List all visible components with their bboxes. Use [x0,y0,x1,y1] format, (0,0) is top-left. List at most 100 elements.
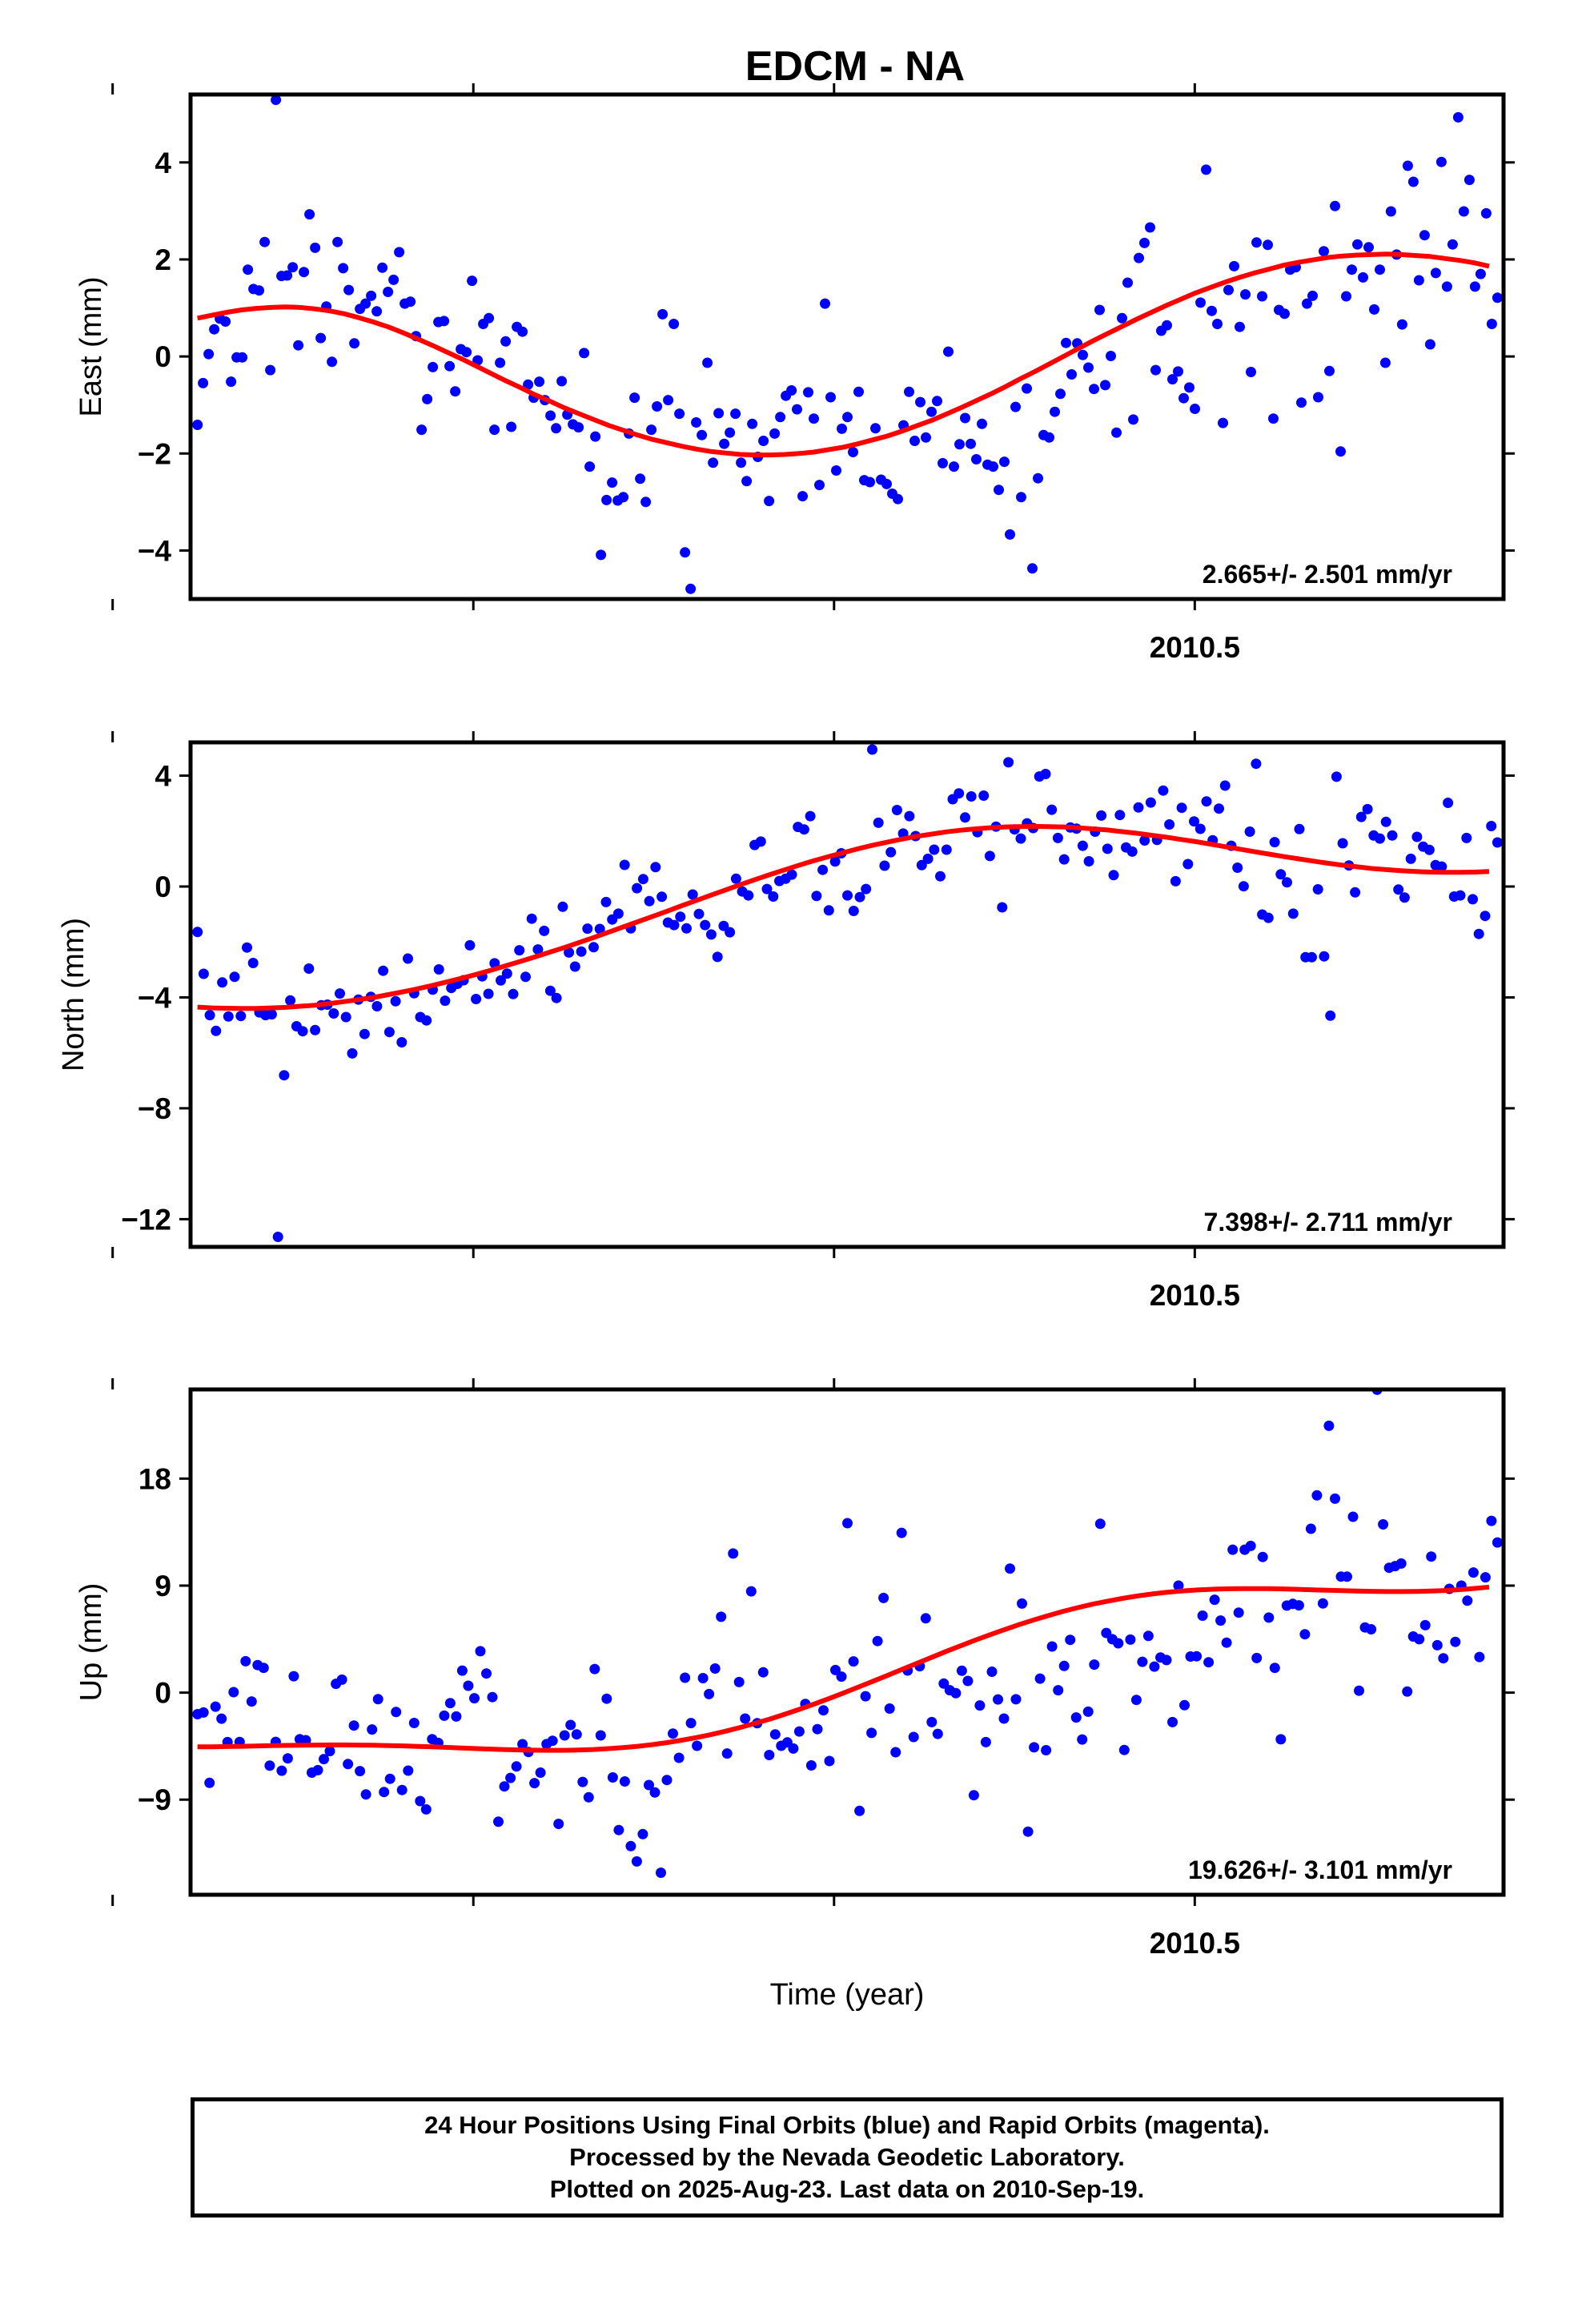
east-data-point [820,298,830,309]
east-data-point [1396,319,1407,330]
up-data-point [535,1767,546,1778]
east-data-point [1464,175,1475,186]
north-frame [188,740,1506,1249]
north-data-point [879,860,890,871]
north-panel: 4 0 −4 −8 −12 2010.5 7.398+/- 2.711 mm/yr North… [57,731,1515,1312]
up-data-point [565,1719,576,1731]
up-data [192,1389,1503,1878]
east-data-point [388,274,400,285]
east-data-point [1190,404,1200,414]
north-data-point [1380,816,1391,827]
up-data-point [1173,1580,1184,1591]
east-data-point [1335,446,1346,457]
east-data-point [1379,357,1391,368]
east-data-point [1307,290,1318,301]
north-data-point [1244,826,1255,837]
up-data-point [1167,1716,1178,1727]
up-data-point [553,1819,564,1829]
east-ytick-label: 4 [155,147,171,179]
north-data-point [1182,858,1194,870]
up-data-point [264,1760,275,1771]
east-data-point [674,408,685,420]
up-data-point [998,1713,1010,1724]
east-data-point [691,417,702,428]
north-data-point [496,975,506,986]
up-fit-line [197,1584,1490,1753]
east-data-point [713,408,725,419]
east-data-point [343,284,355,296]
east-data-point [994,485,1004,496]
north-data-point [619,859,630,870]
north-data-point [1077,840,1088,851]
up-data-point [644,1779,654,1791]
north-data-point [1263,912,1274,923]
east-data-point [327,356,338,368]
east-data-point [809,413,819,424]
east-data-point [865,476,875,488]
up-data-point [956,1665,967,1676]
north-data-point [842,890,853,901]
up-data-point [360,1789,371,1800]
north-data-point [811,891,822,902]
north-data-point [471,994,482,1004]
east-data-point [293,340,304,351]
north-data-point [310,1024,321,1035]
north-data-point [1486,821,1497,831]
north-data-point [544,985,556,996]
up-data-point [1065,1634,1076,1646]
up-data-point [577,1776,588,1787]
east-data-point [450,386,461,397]
north-data-point [1114,810,1126,821]
east-data-point [1201,164,1211,175]
up-data-point [1492,1537,1503,1548]
east-panel: 4 2 0 −2 −4 2010.5 2.665+/- 2.501 mm/yr East (m… [74,83,1515,664]
east-data-point [954,439,965,450]
up-data-point [1395,1558,1407,1569]
north-data-point [1102,843,1113,854]
east-data-point [1083,362,1094,373]
east-data-point [495,357,506,368]
north-ytick-label: −12 [121,1203,171,1236]
north-data-point [266,1009,277,1020]
up-data-point [475,1646,486,1657]
east-data-point [338,263,349,274]
up-ytick-label: 18 [139,1462,171,1495]
east-data-point [1178,392,1189,404]
east-data-point [741,476,753,487]
north-data-point [1189,816,1199,827]
up-data-point [499,1781,510,1792]
east-data-point [299,267,310,278]
east-data-point [534,376,545,388]
north-data-point [1405,853,1416,864]
up-data-point [348,1720,359,1731]
up-data-point [1203,1657,1215,1668]
east-data-point [831,465,841,476]
up-data-point [469,1693,480,1704]
north-data-point [564,947,575,958]
up-data-point [1414,1634,1425,1645]
up-data-point [481,1668,492,1679]
up-data-point [668,1728,678,1739]
east-data-point [1246,367,1256,377]
east-data-point [1363,242,1374,253]
up-data-point [709,1663,721,1674]
north-data-point [1170,875,1181,887]
east-data-point [349,338,360,349]
east-data-point [1447,239,1458,250]
up-data-point [511,1761,522,1772]
up-ytick-label: 9 [155,1570,171,1602]
up-data-point [240,1655,251,1667]
east-data-point [646,424,657,436]
north-data-point [378,965,389,976]
east-data-point [444,360,456,372]
east-data-point [747,418,758,429]
east-data-point [971,454,982,464]
east-data-point [428,361,439,372]
north-data-point [1083,856,1094,866]
up-data-point [1431,1639,1443,1651]
north-data-point [761,883,773,895]
up-data-point [571,1729,582,1740]
east-data-point [1330,200,1340,211]
north-data-point [539,925,550,936]
east-data-point [702,357,713,368]
